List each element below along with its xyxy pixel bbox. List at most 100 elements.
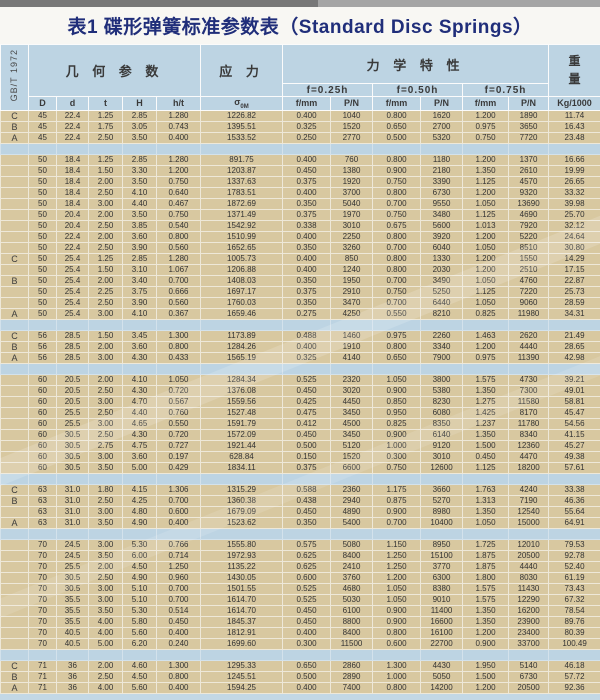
value-cell: 45 <box>28 131 57 144</box>
column-header-11: P/N <box>508 96 550 111</box>
value-cell: 2.50 <box>88 670 123 683</box>
value-cell: 1890 <box>508 109 550 122</box>
table-row: 60 25.5 2.50 4.40 0.760 1527.48 0.475 3450 0.950… <box>0 406 600 419</box>
spacer-cell <box>282 362 332 375</box>
value-cell: 1395.51 <box>200 120 284 133</box>
value-cell: 1.050 <box>372 593 422 606</box>
group-spacer-row <box>0 472 600 485</box>
value-cell: 0.720 <box>155 384 202 397</box>
value-cell: 0.514 <box>155 604 202 617</box>
value-cell: 0.450 <box>282 428 332 441</box>
value-cell: 0.400 <box>155 626 202 639</box>
value-cell: 71 <box>28 681 57 694</box>
value-cell: 2030 <box>420 263 464 276</box>
table-row: B 45 22.4 1.75 3.05 0.743 1395.51 0.325 1520 0.65… <box>0 120 600 133</box>
value-cell: 1005.73 <box>200 252 284 265</box>
value-cell: 4240 <box>508 483 550 496</box>
value-cell: 1371.49 <box>200 208 284 221</box>
value-cell: 5.00 <box>122 461 157 474</box>
value-cell: 1910 <box>330 340 374 353</box>
value-cell: 1040 <box>330 109 374 122</box>
type-label-cell <box>0 241 29 254</box>
value-cell: 46.18 <box>548 659 600 672</box>
value-cell: 0.700 <box>372 516 422 529</box>
value-cell: 0.400 <box>282 681 332 694</box>
value-cell: 5040 <box>330 197 374 210</box>
value-cell: 28.5 <box>56 329 89 342</box>
type-label-cell: A <box>0 516 29 529</box>
spacer-cell <box>155 142 202 155</box>
value-cell: 50 <box>28 296 57 309</box>
value-cell: 2.00 <box>88 208 123 221</box>
value-cell: 2.00 <box>88 230 123 243</box>
value-cell: 4.60 <box>122 659 157 672</box>
value-cell: 5050 <box>420 670 464 683</box>
type-label-cell <box>0 164 29 177</box>
type-label-cell <box>0 428 29 441</box>
group-spacer-row <box>0 142 600 155</box>
spacer-cell <box>88 362 123 375</box>
value-cell: 2.85 <box>122 109 157 122</box>
value-cell: 12600 <box>420 461 464 474</box>
value-cell: 1620 <box>420 109 464 122</box>
table-row: 70 35.5 4.00 5.80 0.450 1845.37 0.450 8800 0.900… <box>0 615 600 628</box>
value-cell: 1.280 <box>155 252 202 265</box>
value-cell: 0.400 <box>282 252 332 265</box>
value-cell: 0.525 <box>282 593 332 606</box>
value-cell: 89.76 <box>548 615 600 628</box>
value-cell: 1376.08 <box>200 384 284 397</box>
value-cell: 2.00 <box>88 373 123 386</box>
value-cell: 1.350 <box>462 384 510 397</box>
value-cell: 2.00 <box>88 659 123 672</box>
table-row: 50 22.4 2.00 3.60 0.800 1510.99 0.400 2250 0.800… <box>0 230 600 243</box>
value-cell: 2.50 <box>88 186 123 199</box>
value-cell: 50 <box>28 285 57 298</box>
value-cell: 1572.09 <box>200 428 284 441</box>
type-label-cell: A <box>0 681 29 694</box>
value-cell: 3700 <box>330 186 374 199</box>
column-header-10: f/mm <box>462 96 510 111</box>
value-cell: 1.050 <box>155 373 202 386</box>
value-cell: 0.650 <box>372 351 422 364</box>
value-cell: 1.175 <box>372 483 422 496</box>
value-cell: 10400 <box>420 516 464 529</box>
value-cell: 2.50 <box>88 219 123 232</box>
spacer-cell <box>548 362 600 375</box>
header-deflection-row: f=0.25h f=0.50h f=0.75h <box>1 83 600 97</box>
value-cell: 2.50 <box>88 428 123 441</box>
value-cell: 2940 <box>330 494 374 507</box>
spacer-cell <box>28 648 57 661</box>
spacer-cell <box>548 318 600 331</box>
table-row: C 56 28.5 1.50 3.45 1.300 1173.89 0.488 1460 0.97… <box>0 329 600 342</box>
value-cell: 73.43 <box>548 582 600 595</box>
table-row: A 50 25.4 3.00 4.10 0.367 1659.46 0.275 4250 0.55… <box>0 307 600 320</box>
value-cell: 1510.99 <box>200 230 284 243</box>
header-weight-line2: 量 <box>568 71 581 86</box>
value-cell: 20.4 <box>56 208 89 221</box>
type-label-cell <box>0 604 29 617</box>
value-cell: 20500 <box>508 549 550 562</box>
value-cell: 50 <box>28 175 57 188</box>
value-cell: 5320 <box>420 131 464 144</box>
value-cell: 15100 <box>420 549 464 562</box>
value-cell: 1.000 <box>372 439 422 452</box>
value-cell: 30.5 <box>56 571 89 584</box>
value-cell: 8380 <box>420 582 464 595</box>
value-cell: 3.00 <box>88 417 123 430</box>
table-row: 60 20.5 3.00 4.70 0.567 1559.56 0.425 4450 0.850… <box>0 395 600 408</box>
value-cell: 18.4 <box>56 186 89 199</box>
value-cell: 1845.37 <box>200 615 284 628</box>
spacer-cell <box>462 362 510 375</box>
value-cell: 1.250 <box>372 549 422 562</box>
value-cell: 1.300 <box>155 659 202 672</box>
value-cell: 0.400 <box>282 109 332 122</box>
value-cell: 0.400 <box>282 153 332 166</box>
value-cell: 0.800 <box>372 263 422 276</box>
value-cell: 0.438 <box>282 494 332 507</box>
value-cell: 0.975 <box>462 120 510 133</box>
value-cell: 32.12 <box>548 219 600 232</box>
value-cell: 3660 <box>420 483 464 496</box>
value-cell: 0.625 <box>282 560 332 573</box>
value-cell: 1460 <box>330 329 374 342</box>
